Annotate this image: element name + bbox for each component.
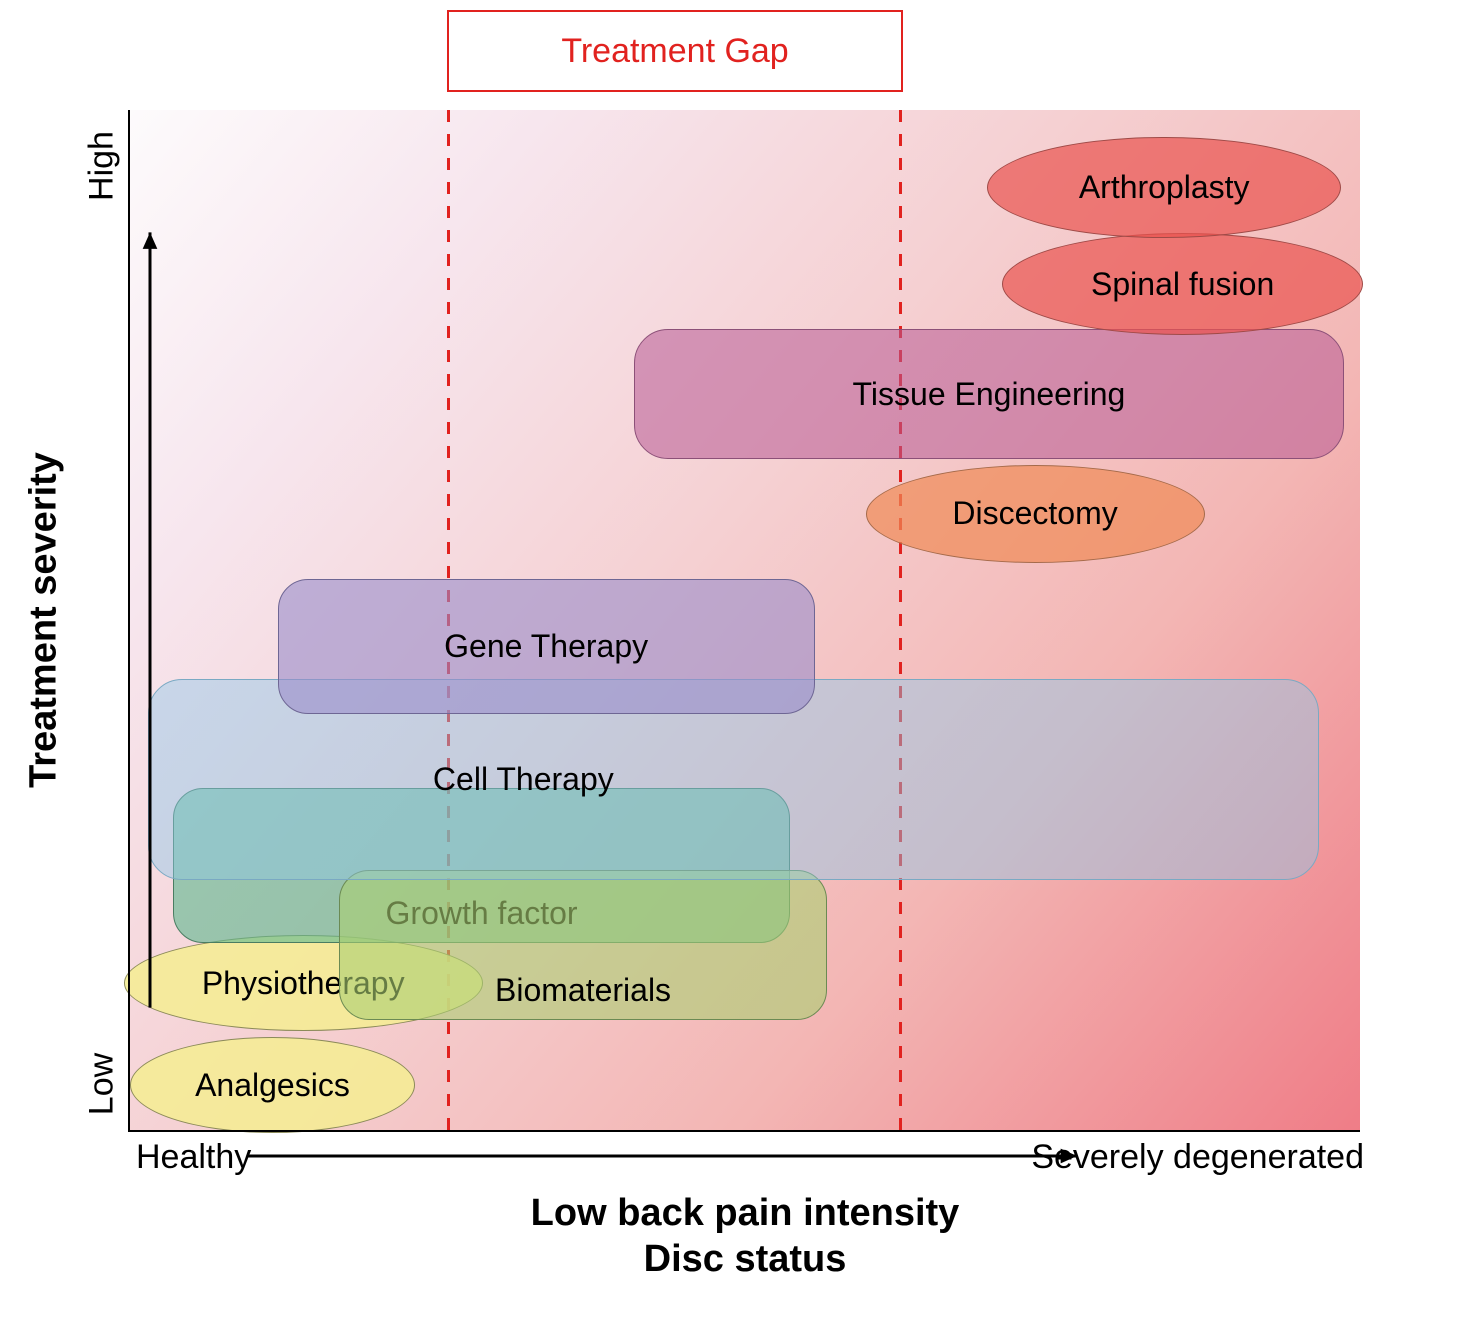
axis-arrows	[0, 0, 1480, 1334]
figure-canvas: AnalgesicsPhysiotherapyGrowth factorBiom…	[0, 0, 1480, 1334]
